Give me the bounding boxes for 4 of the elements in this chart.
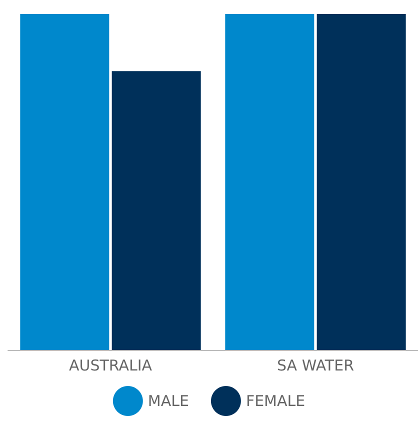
x-tick-label: SA WATER	[277, 356, 354, 374]
legend-label: MALE	[148, 392, 189, 410]
x-tick-label: AUSTRALIA	[68, 356, 153, 374]
legend-label: FEMALE	[246, 392, 306, 410]
